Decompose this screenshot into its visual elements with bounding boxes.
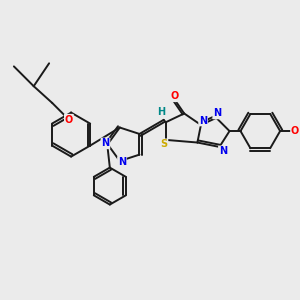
Text: S: S [160, 139, 167, 149]
Text: O: O [170, 91, 178, 101]
Text: O: O [291, 126, 299, 136]
Text: H: H [158, 107, 166, 117]
Text: N: N [199, 116, 207, 125]
Text: N: N [101, 138, 110, 148]
Text: N: N [118, 157, 126, 167]
Text: N: N [213, 109, 221, 118]
Text: O: O [65, 115, 73, 124]
Text: N: N [219, 146, 227, 156]
